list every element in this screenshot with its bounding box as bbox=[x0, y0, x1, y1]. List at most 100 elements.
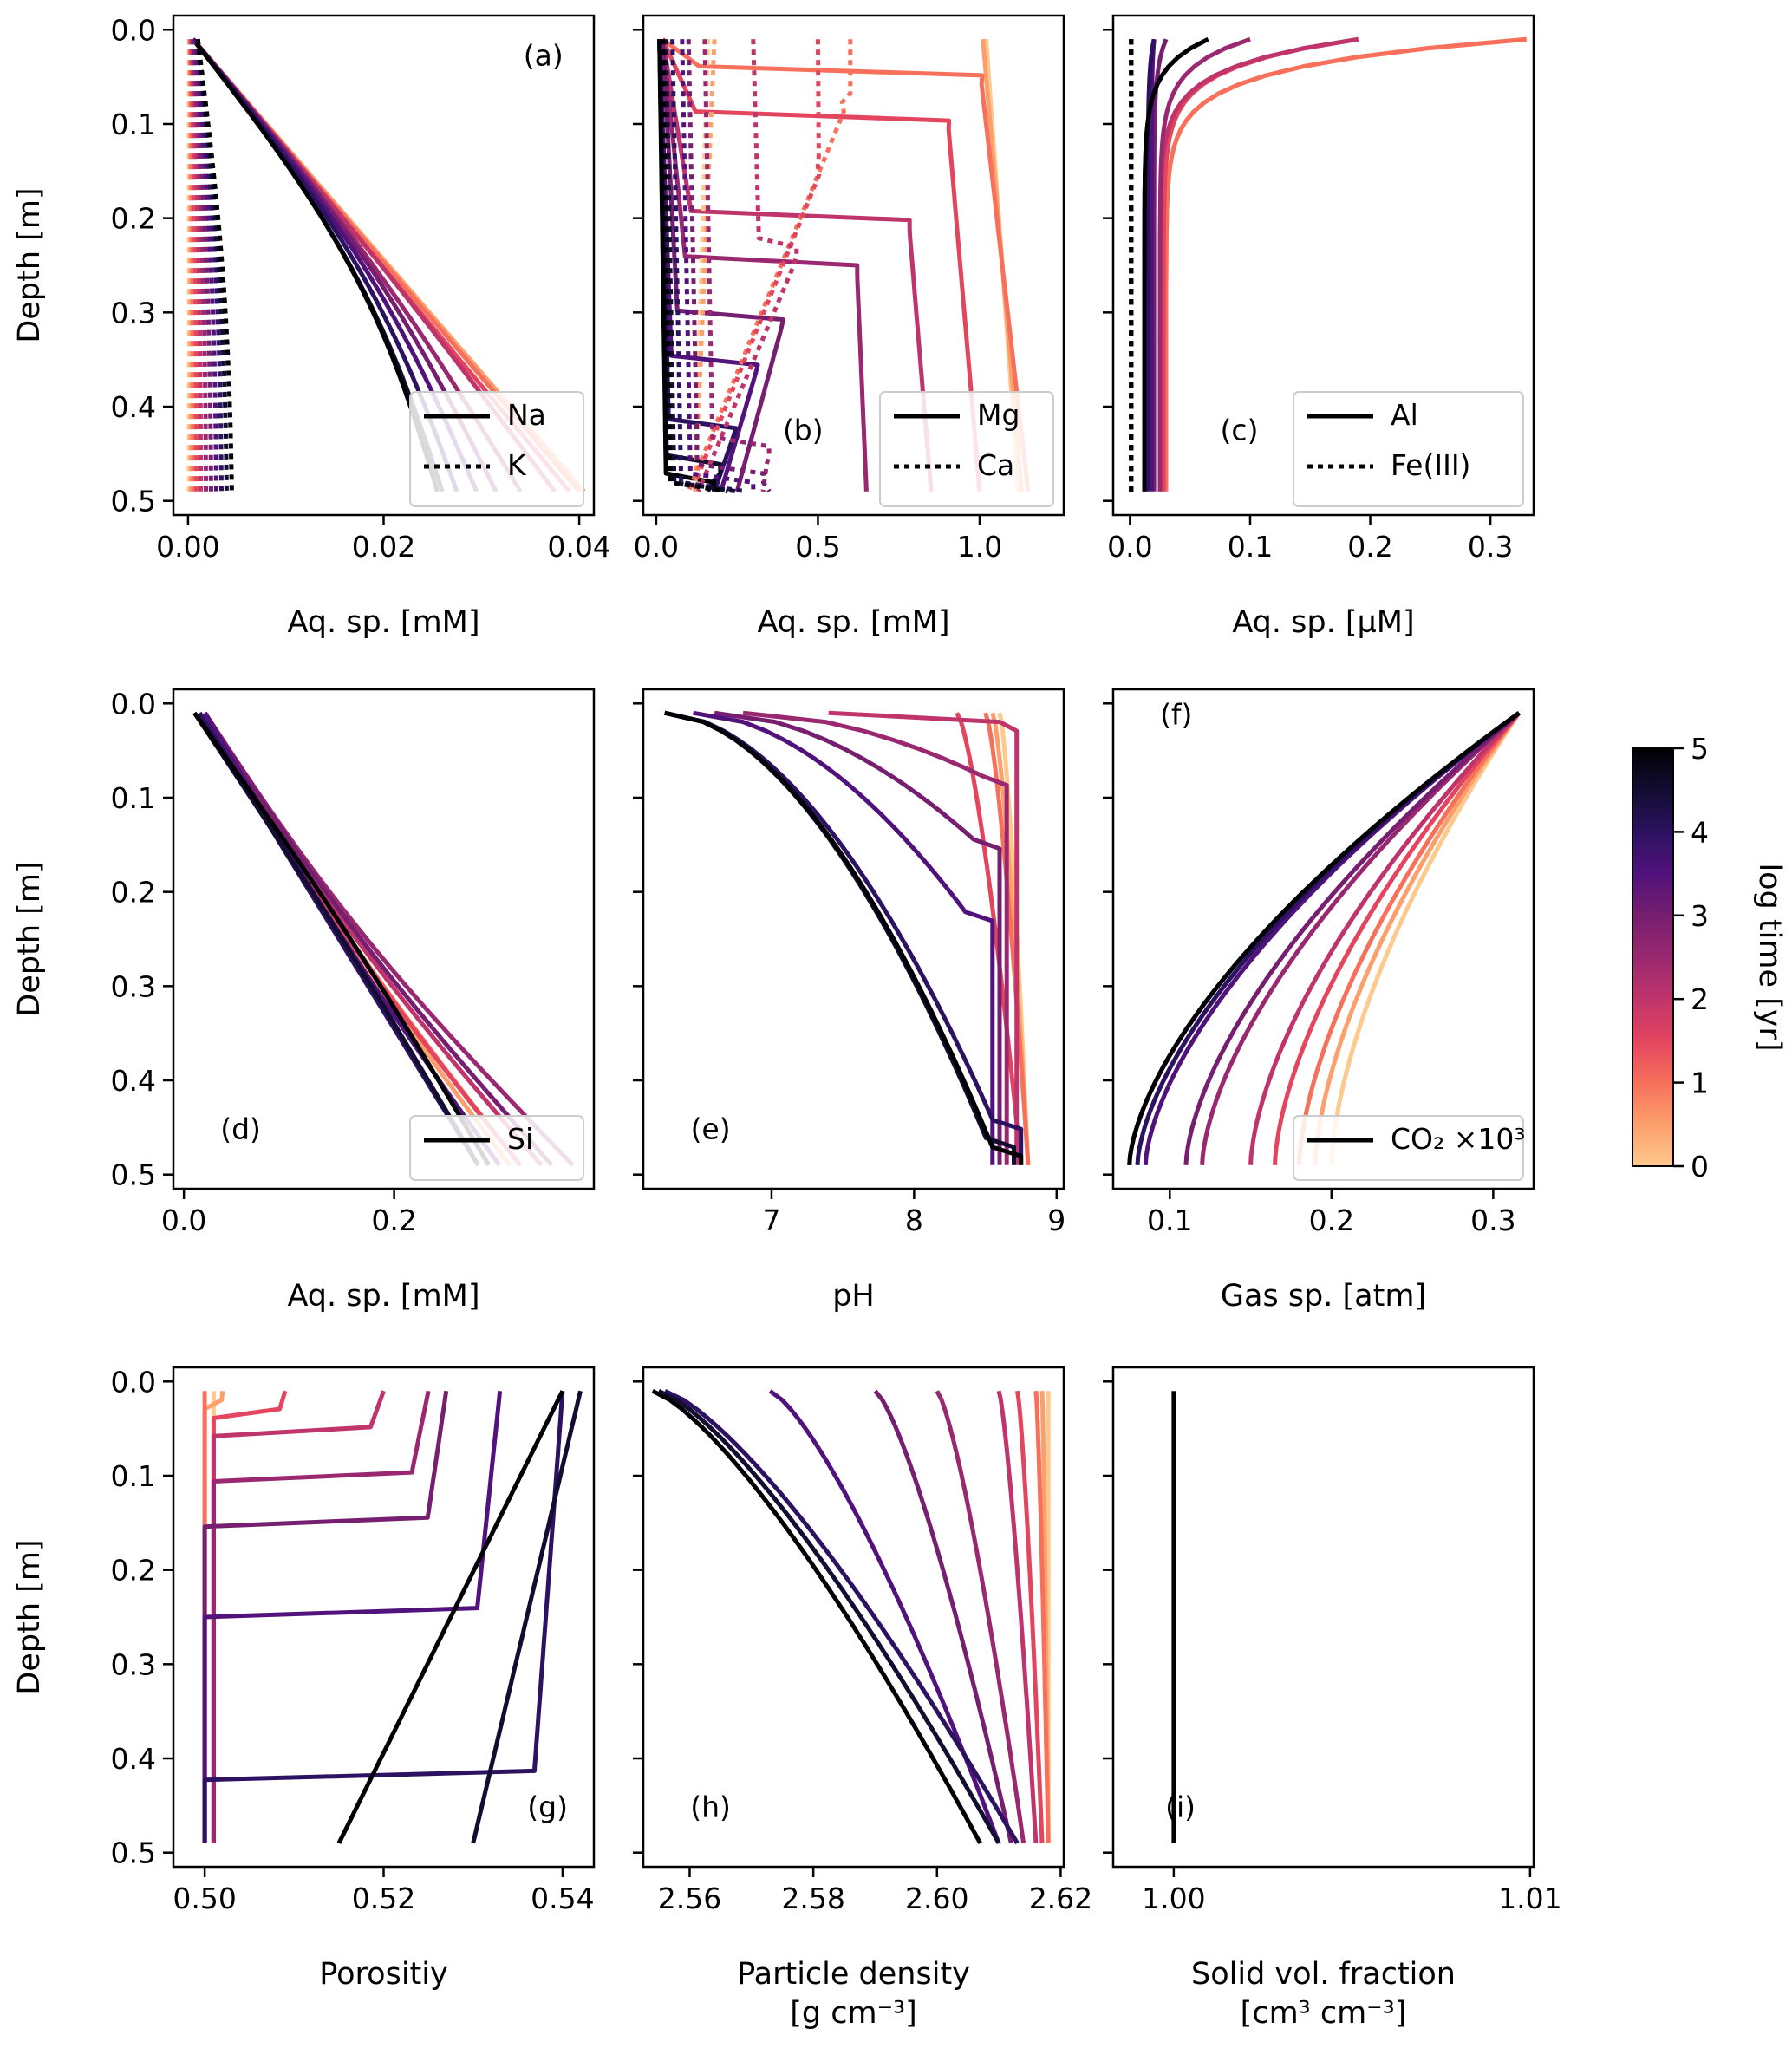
y-tick-label: 0.4 bbox=[111, 1742, 156, 1776]
legend: Na K bbox=[409, 391, 584, 507]
colorbar-tick-label: 1 bbox=[1691, 1066, 1709, 1100]
series-co2-t4 bbox=[1248, 711, 1522, 1165]
x-tick-label: 0.3 bbox=[1468, 530, 1513, 564]
panel-c: 0.0 0.1 0.2 0.3 Aq. sp. [µM] (c) Al Fe(III) bbox=[1103, 14, 1535, 640]
legend-label: Al bbox=[1391, 398, 1418, 432]
x-tick-label: 0.50 bbox=[173, 1882, 236, 1915]
series-co2-t10 bbox=[1127, 711, 1521, 1165]
x-tick-label: 0.5 bbox=[795, 530, 840, 564]
legend: Al Fe(III) bbox=[1293, 391, 1524, 507]
series-al-t2 bbox=[1163, 36, 1527, 492]
x-tick-label: 0.2 bbox=[371, 1203, 416, 1237]
series-co2-t3 bbox=[1273, 711, 1522, 1165]
x-axis-label: Aq. sp. [mM] bbox=[287, 1279, 479, 1314]
series-particle-density-t8 bbox=[663, 1388, 1020, 1845]
series-particle-density-t6 bbox=[873, 1389, 1013, 1844]
series-al-t3 bbox=[1161, 36, 1359, 492]
series-ph-t8 bbox=[664, 710, 1024, 1165]
colorbar-tick-label: 3 bbox=[1691, 899, 1709, 933]
series-ph-t7 bbox=[693, 710, 995, 1165]
series-porosity-t8 bbox=[202, 1391, 565, 1843]
legend-box bbox=[879, 391, 1054, 507]
series-co2-t1 bbox=[1313, 711, 1522, 1165]
series-ca-t3 bbox=[689, 39, 822, 492]
series-particle-density-t4 bbox=[996, 1390, 1039, 1843]
legend-label: Fe(III) bbox=[1391, 448, 1470, 482]
y-tick-label: 0.2 bbox=[111, 202, 156, 236]
series-mg-t10 bbox=[657, 39, 716, 492]
x-tick-label: 0.0 bbox=[161, 1203, 206, 1237]
series-al-t10 bbox=[1142, 36, 1209, 492]
x-tick-label: 0.1 bbox=[1147, 1203, 1192, 1237]
series-k-t3 bbox=[188, 39, 199, 492]
x-tick-label: 0.2 bbox=[1309, 1203, 1354, 1237]
y-tick-label: 0.3 bbox=[111, 1647, 156, 1681]
legend: Si bbox=[409, 1115, 584, 1181]
x-axis-label: Gas sp. [atm] bbox=[1221, 1279, 1426, 1314]
series-k-t2 bbox=[187, 39, 196, 492]
y-tick-label: 0.4 bbox=[111, 1064, 156, 1098]
panel-label: (c) bbox=[1221, 414, 1259, 447]
colorbar-tick-label: 2 bbox=[1691, 982, 1709, 1016]
series-co2-t5 bbox=[1200, 711, 1521, 1165]
y-axis-label: Depth [m] bbox=[12, 1539, 47, 1694]
legend-label: Si bbox=[507, 1122, 533, 1156]
legend-label: K bbox=[507, 448, 527, 482]
axes-frame bbox=[172, 688, 596, 1190]
colorbar: 0 1 2 3 4 5 log time [yr] bbox=[1632, 732, 1787, 1184]
panel-label: (h) bbox=[690, 1790, 731, 1823]
legend-label: Mg bbox=[977, 398, 1020, 432]
series-si-t5 bbox=[203, 711, 575, 1167]
series-particle-density-t3 bbox=[1015, 1390, 1045, 1843]
series-mg-t6 bbox=[660, 39, 785, 492]
panel-label: (f) bbox=[1160, 697, 1192, 731]
series-ph-t10 bbox=[664, 710, 1024, 1165]
y-tick-label: 0.3 bbox=[111, 969, 156, 1003]
y-tick-label: 0.5 bbox=[111, 1836, 156, 1870]
x-tick-label: 0.1 bbox=[1228, 530, 1273, 564]
panels: 0.00 0.02 0.04 0.0 0.1 0.2 0.3 0.4 0.5 Aq. sp. [m… bbox=[12, 13, 1562, 2031]
axes-frame bbox=[1111, 688, 1535, 1190]
series-ca-t4 bbox=[696, 39, 799, 492]
y-tick-label: 0.0 bbox=[111, 687, 156, 721]
y-tick-label: 0.0 bbox=[111, 1365, 156, 1399]
series-k-t1 bbox=[187, 39, 193, 492]
series-co2-t0 bbox=[1329, 711, 1522, 1165]
series-k-t8 bbox=[195, 38, 224, 492]
y-tick-label: 0.1 bbox=[111, 1459, 156, 1493]
series-k-t5 bbox=[191, 39, 208, 492]
legend-label: CO₂ ×10³ bbox=[1391, 1122, 1526, 1156]
x-tick-label: 8 bbox=[905, 1203, 923, 1237]
series-ca-t6 bbox=[686, 39, 772, 493]
panel-label: (a) bbox=[524, 39, 564, 73]
series-co2-t2 bbox=[1297, 711, 1522, 1165]
panel-label: (g) bbox=[527, 1790, 568, 1823]
x-axis-label: Aq. sp. [mM] bbox=[287, 605, 479, 640]
x-axis-label-units: [cm³ cm⁻³] bbox=[1241, 1996, 1407, 2031]
x-tick-label: 0.2 bbox=[1347, 530, 1392, 564]
y-axis-label: Depth [m] bbox=[12, 187, 47, 342]
legend-box bbox=[1293, 1115, 1524, 1181]
series-mg-t5 bbox=[660, 38, 869, 492]
panel-label: (d) bbox=[220, 1112, 261, 1145]
series-ph-t9 bbox=[664, 710, 1016, 1165]
y-axis-label: Depth [m] bbox=[12, 861, 47, 1016]
y-tick-label: 0.1 bbox=[111, 108, 156, 141]
series-k-t6 bbox=[192, 39, 213, 492]
series-particle-density-t5 bbox=[935, 1390, 1026, 1844]
series-ph-t2 bbox=[983, 712, 1031, 1165]
x-axis-label: Aq. sp. [mM] bbox=[757, 605, 949, 640]
panel-f: 0.1 0.2 0.3 Gas sp. [atm] (f) CO₂ ×10³ bbox=[1103, 688, 1535, 1314]
panel-label: (b) bbox=[783, 414, 824, 447]
legend-label: Ca bbox=[977, 448, 1014, 482]
axes-frame bbox=[642, 688, 1065, 1190]
x-tick-label: 0.52 bbox=[352, 1882, 415, 1915]
x-axis-label: Particle density bbox=[737, 1957, 970, 1992]
series-k-t4 bbox=[189, 39, 203, 492]
series-particle-density-t9 bbox=[657, 1388, 1001, 1845]
series-ph-t4 bbox=[828, 710, 1020, 1165]
series-co2-t6 bbox=[1183, 711, 1521, 1165]
x-tick-label: 2.60 bbox=[905, 1882, 968, 1915]
series-ca-t10 bbox=[660, 39, 728, 494]
x-tick-label: 1.01 bbox=[1498, 1882, 1561, 1915]
